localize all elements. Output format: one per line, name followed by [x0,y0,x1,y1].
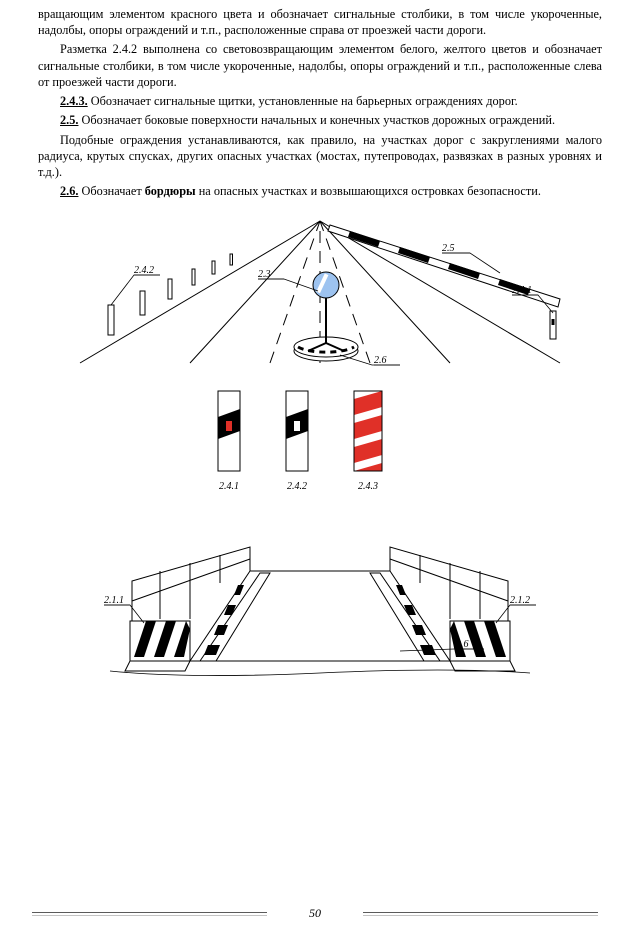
page: вращающим элементом красного цвета и обо… [0,0,630,939]
footer-rule-left [32,912,267,916]
para-5: Подобные ограждения устанавливаются, как… [38,132,602,181]
figure-road: 2.4.2 2.5 2.4.1 2.3 2.6 [38,213,602,373]
page-number: 50 [309,906,321,921]
label-241: 2.4.1 [512,285,532,296]
label-23: 2.3 [258,269,271,280]
para-6-pre: Обозначает [78,184,144,198]
figure-bridge: 2.1.1 2.1.2 2.6 [38,511,602,691]
label-212: 2.1.2 [510,595,530,606]
para-4: 2.5. Обозначает боковые поверхности нача… [38,112,602,128]
label-26: 2.6 [374,355,387,366]
label-211: 2.1.1 [104,595,124,606]
ref-243: 2.4.3. [60,94,88,108]
cap-241: 2.4.1 [219,481,239,492]
ref-25: 2.5. [60,113,78,127]
ref-26: 2.6. [60,184,78,198]
para-2: Разметка 2.4.2 выполнена со световозвращ… [38,41,602,90]
para-6-post: на опасных участках и возвышающихся остр… [196,184,541,198]
footer-rule-right [363,912,598,916]
para-3: 2.4.3. Обозначает сигнальные щитки, уста… [38,93,602,109]
para-6: 2.6. Обозначает бордюры на опасных участ… [38,183,602,199]
cap-242: 2.4.2 [287,481,307,492]
para-1: вращающим элементом красного цвета и обо… [38,6,602,38]
para-3-body: Обозначает сигнальные щитки, установленн… [88,94,518,108]
figure-posts: 2.4.1 2.4.2 2.4.3 [38,387,602,497]
label-242: 2.4.2 [134,265,154,276]
footer: 50 [0,906,630,921]
para-4-body: Обозначает боковые поверхности начальных… [78,113,555,127]
label-25: 2.5 [442,243,455,254]
cap-243: 2.4.3 [358,481,378,492]
label-b26: 2.6 [456,639,469,650]
para-6-bold: бордюры [145,184,196,198]
